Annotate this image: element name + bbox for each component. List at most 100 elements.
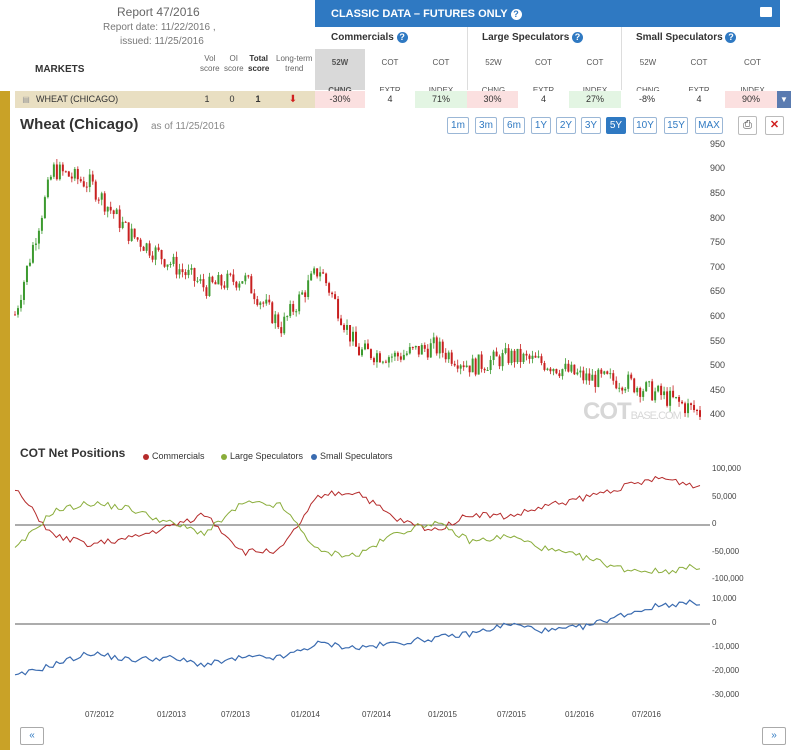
candle-body [301,292,304,295]
candle-body [528,355,531,359]
candle-body [97,199,100,201]
candle-body [630,374,633,379]
range-15y-button[interactable]: 15Y [664,117,688,134]
candle-body [483,368,486,371]
candle-body [334,294,337,299]
candle-body [366,343,369,350]
left-accent-bar [0,91,10,750]
row-dropdown-icon[interactable]: ▼ [777,91,791,108]
candle-body [414,345,417,348]
collapse-icon[interactable]: ▤ [22,95,30,104]
candle-body [28,262,31,266]
help-icon[interactable]: ? [572,32,584,43]
candle-body [244,275,247,282]
candle-body [187,269,190,276]
candle-body [52,164,55,177]
candle-body [145,243,148,251]
candle-body [22,282,25,300]
candle-body [573,364,576,375]
candle-body [585,373,588,381]
candle-body [256,299,259,305]
candle-body [292,304,295,312]
candle-body [328,283,331,293]
candle-body [621,387,624,391]
candle-body [402,354,405,360]
candle-body [420,345,423,355]
candle-body [411,347,414,349]
candle-body [639,388,642,397]
range-max-button[interactable]: MAX [695,117,723,134]
candle-body [142,246,145,251]
print-chart-icon[interactable]: ⎙ [738,116,757,135]
range-10y-button[interactable]: 10Y [633,117,657,134]
range-3m-button[interactable]: 3m [475,117,497,134]
nav-next-button[interactable]: » [762,727,786,745]
markets-label: MARKETS [35,64,85,75]
column-header-cot-index-commercials[interactable]: COTINDEX [429,58,453,95]
candle-body [43,197,46,219]
candle-body [600,369,603,374]
candle-body [459,365,462,369]
candle-body [154,247,157,260]
candle-body [591,374,594,381]
column-header-cot-extr-large[interactable]: COTEXTR [533,58,554,95]
candle-body [268,299,271,303]
help-icon[interactable]: ? [725,32,737,43]
candle-body [561,369,564,377]
nav-prev-button[interactable]: « [20,727,44,745]
candle-body [31,244,34,263]
price-tick-label: 400 [710,409,726,420]
candle-body [139,239,142,247]
candle-body [423,345,426,349]
candle-body [229,273,232,275]
column-header-52w-chng-small[interactable]: 52WCHNG [621,49,674,95]
candle-body [178,269,181,275]
candle-body [636,388,639,393]
range-3y-button[interactable]: 3Y [581,117,601,134]
candle-body [618,387,621,389]
column-header-cot-extr-small[interactable]: COTEXTR [688,58,709,95]
cell-large-extr: 4 [518,91,569,108]
range-2y-button[interactable]: 2Y [556,117,576,134]
candle-body [609,373,612,375]
range-1y-button[interactable]: 1Y [531,117,551,134]
net-tick-label: 0 [712,519,717,528]
cot-chart [14,475,710,676]
candle-body [360,349,363,356]
candle-body [271,302,274,324]
candle-body [58,164,61,180]
range-1m-button[interactable]: 1m [447,117,469,134]
candle-body [681,401,684,404]
candle-body [441,341,444,353]
column-header-cot-index-small[interactable]: COTINDEX [740,58,764,95]
candle-body [594,374,597,387]
candle-body [166,264,169,267]
close-icon[interactable]: ✕ [765,116,784,135]
oi-score-header: OI score [224,54,244,73]
print-icon[interactable] [760,7,772,17]
candle-body [103,193,106,212]
help-icon[interactable]: ? [396,32,408,43]
candle-body [16,308,19,315]
candle-body [220,275,223,286]
x-tick-label: 01/2014 [291,710,320,719]
candle-body [160,250,163,260]
candle-body [447,352,450,360]
net-tick-label: -50,000 [712,546,740,556]
range-5y-button[interactable]: 5Y [606,117,626,134]
price-tick-label: 850 [710,188,726,199]
candle-body [286,316,289,318]
help-icon[interactable]: ? [510,8,522,20]
range-6m-button[interactable]: 6m [503,117,525,134]
candle-body [690,403,693,405]
x-tick-label: 01/2016 [565,710,594,719]
x-tick-label: 07/2016 [632,710,661,719]
column-header-52w-chng-commercials[interactable]: 52WCHNG▼ [315,49,365,119]
column-header-cot-extr-commercials[interactable]: COTEXTR [379,58,400,95]
candle-body [310,273,313,281]
column-header-52w-chng-large[interactable]: 52WCHNG [467,49,519,95]
column-header-cot-index-large[interactable]: COTINDEX [583,58,607,95]
market-name[interactable]: WHEAT (CHICAGO) [36,94,119,104]
cell-small-extr: 4 [673,91,725,108]
candle-body [340,318,343,325]
